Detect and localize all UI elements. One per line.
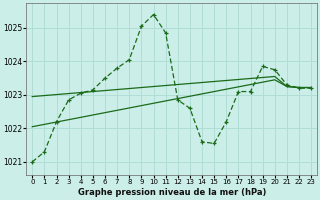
X-axis label: Graphe pression niveau de la mer (hPa): Graphe pression niveau de la mer (hPa) — [77, 188, 266, 197]
